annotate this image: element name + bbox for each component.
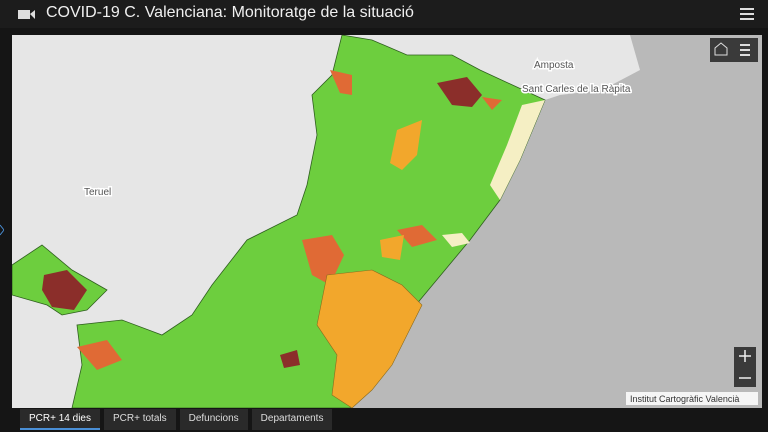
muni-orange — [380, 235, 404, 260]
muni-orange — [390, 120, 422, 170]
muni-beige — [442, 233, 470, 247]
muni-dark-red — [437, 77, 482, 107]
tab[interactable]: Defuncions — [179, 409, 248, 430]
menu-button[interactable] — [740, 7, 756, 21]
tab[interactable]: PCR+ totals — [103, 409, 176, 430]
logo-icon — [18, 10, 35, 19]
tab[interactable]: PCR+ 14 dies — [20, 409, 100, 430]
muni-red — [397, 225, 437, 247]
map[interactable]: Amposta Sant Carles de la Ràpita Teruel … — [12, 35, 762, 408]
place-label: Sant Carles de la Ràpita — [522, 84, 631, 95]
tab-bar: PCR+ 14 dies PCR+ totals Defuncions Depa… — [20, 409, 333, 430]
muni-orange-cluster — [316, 269, 423, 408]
muni-red — [77, 340, 122, 370]
map-tools[interactable] — [710, 38, 758, 62]
muni-red — [330, 70, 352, 95]
muni-beige — [490, 100, 545, 200]
side-toggle[interactable] — [0, 215, 4, 245]
place-label: Amposta — [534, 60, 574, 71]
attribution: Institut Cartogràfic Valencià — [630, 394, 739, 404]
place-label: Teruel — [84, 187, 111, 198]
muni-dark-red — [42, 270, 87, 310]
muni-red — [482, 97, 502, 110]
sea — [350, 35, 762, 408]
page-title: COVID-19 C. Valenciana: Monitoratge de l… — [46, 4, 414, 21]
attribution-bg — [626, 392, 758, 405]
zoom-controls[interactable] — [734, 347, 756, 387]
tab[interactable]: Departaments — [251, 409, 333, 430]
muni-red — [302, 235, 344, 285]
top-bar: COVID-19 C. Valenciana: Monitoratge de l… — [0, 0, 768, 28]
muni-dark-red — [280, 350, 300, 368]
region-green — [71, 35, 546, 408]
